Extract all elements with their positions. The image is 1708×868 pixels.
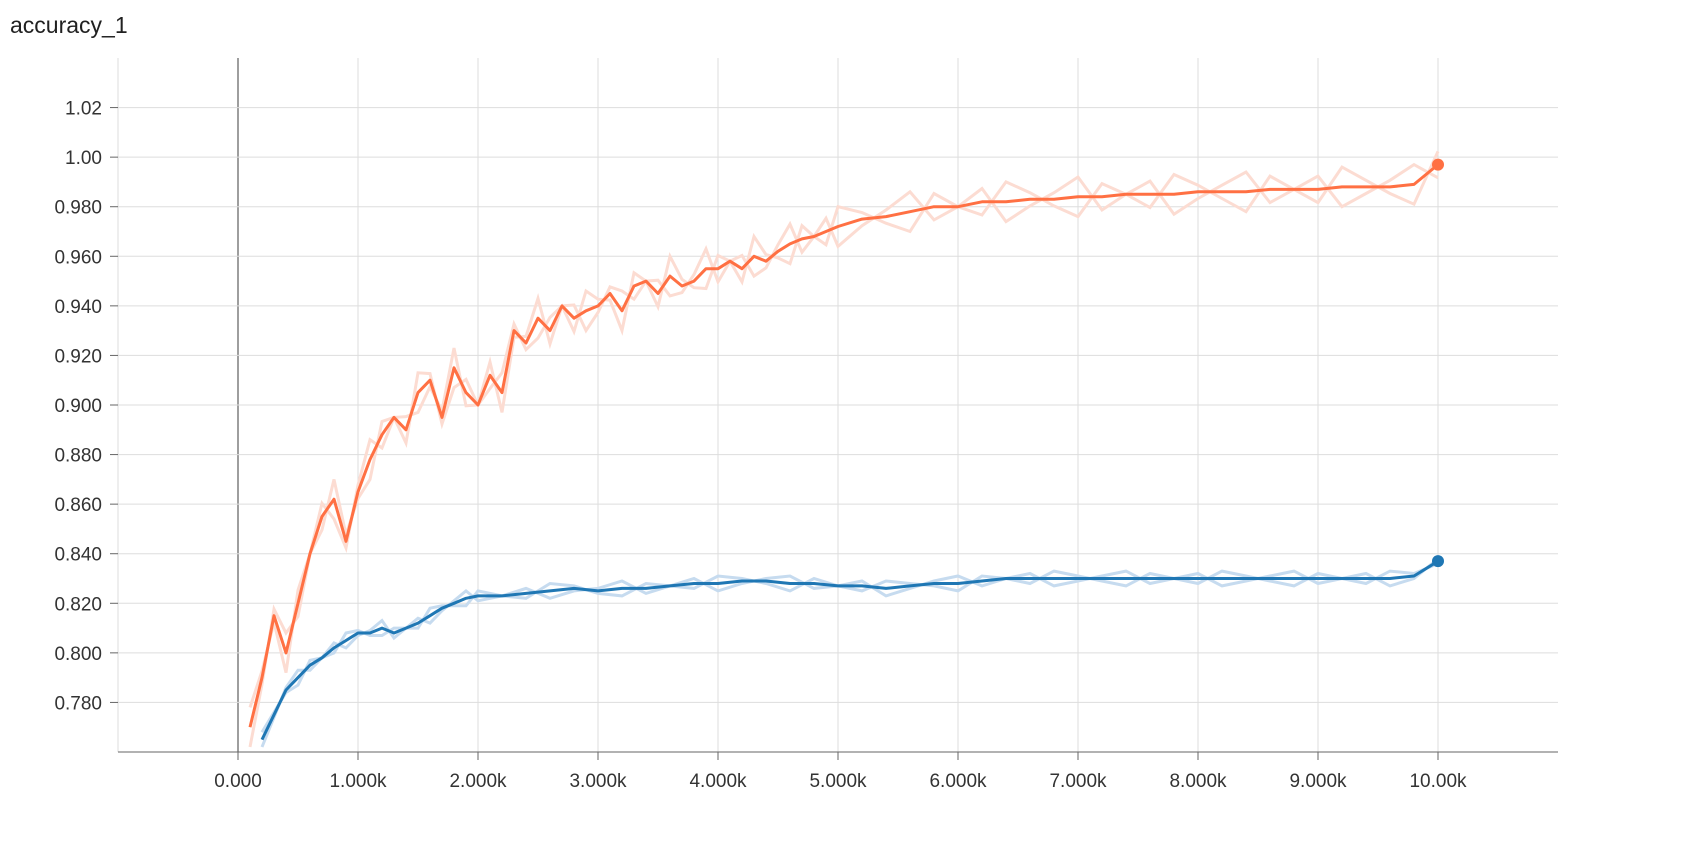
series-0-raw-line (248, 150, 1440, 708)
y-tick-label: 0.980 (54, 198, 102, 219)
y-tick-label: 0.880 (54, 446, 102, 467)
y-tick-label: 0.860 (54, 495, 102, 516)
chart-title: accuracy_1 (10, 12, 128, 38)
x-tick-label: 8.000k (1169, 771, 1227, 792)
series-0-raw-line (248, 162, 1439, 748)
x-tick-label: 4.000k (689, 771, 747, 792)
y-tick-label: 0.780 (54, 693, 102, 714)
x-tick-label: 9.000k (1289, 771, 1347, 792)
x-tick-label: 7.000k (1049, 771, 1107, 792)
series-1-end-marker (1432, 555, 1444, 568)
x-tick-label: 2.000k (449, 771, 507, 792)
y-tick-label: 0.940 (54, 297, 102, 318)
x-tick-label: 10.00k (1409, 771, 1467, 792)
series-0-line (248, 163, 1439, 728)
series-0-end-marker (1432, 158, 1444, 171)
x-tick-label: 1.000k (329, 771, 387, 792)
y-tick-label: 1.00 (65, 148, 102, 169)
x-tick-label: 5.000k (809, 771, 867, 792)
x-tick-label: 3.000k (569, 771, 627, 792)
x-tick-label: 6.000k (929, 771, 987, 792)
series-1-line (260, 559, 1439, 741)
y-tick-label: 0.820 (54, 594, 102, 615)
y-tick-label: 1.02 (65, 99, 102, 120)
y-tick-label: 0.800 (54, 644, 102, 665)
series-1-raw-line (260, 562, 1439, 733)
y-tick-label: 0.840 (54, 545, 102, 566)
x-tick-label: 0.000 (214, 771, 262, 792)
y-tick-label: 0.920 (54, 346, 102, 367)
y-tick-label: 0.900 (54, 396, 102, 417)
y-tick-label: 0.960 (54, 247, 102, 268)
